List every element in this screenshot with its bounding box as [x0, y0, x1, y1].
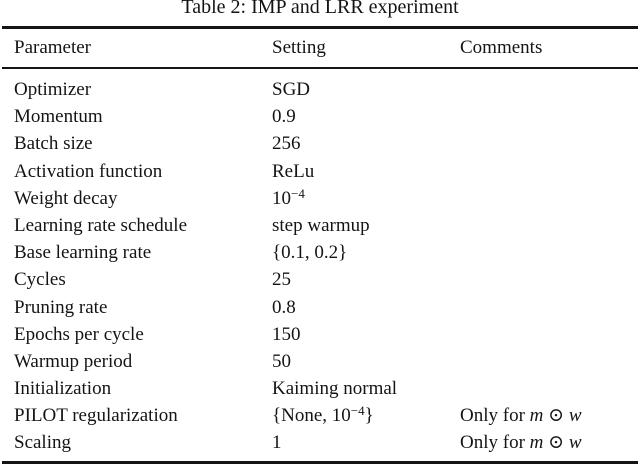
cell-comment — [460, 239, 640, 266]
setting-open: {None, 10 — [272, 405, 351, 427]
cell-setting: step warmup — [272, 214, 370, 236]
cell-comment — [460, 76, 640, 103]
setting-base: 10 — [272, 187, 291, 209]
cell-setting: 0.9 — [272, 106, 296, 128]
cell-setting: 10−4 — [272, 185, 460, 212]
cell-comment — [460, 185, 640, 212]
cell-parameter: Batch size — [14, 133, 93, 155]
table-row: Pruning rate 0.8 — [0, 294, 640, 321]
cell-setting: 0.8 — [272, 296, 296, 318]
cell-comment — [460, 212, 640, 239]
table-body: Optimizer SGD Momentum 0.9 Batch size 25… — [0, 69, 640, 457]
math-var-m: m — [529, 405, 544, 427]
table-row: Base learning rate {0.1, 0.2} — [0, 239, 640, 266]
cell-setting: SGD — [272, 79, 311, 100]
cell-parameter: Scaling — [14, 432, 71, 454]
cell-parameter: Cycles — [14, 269, 66, 291]
odot-operator: ⊙ — [543, 405, 569, 427]
cell-setting: 25 — [272, 269, 291, 291]
table-row: Batch size 256 — [0, 130, 640, 157]
setting-exponent: −4 — [291, 185, 305, 201]
table-row: Weight decay 10−4 — [0, 185, 640, 212]
table-row: Cycles 25 — [0, 266, 640, 293]
cell-setting: 150 — [272, 323, 301, 345]
cell-parameter: Base learning rate — [14, 242, 152, 264]
table-row: Optimizer SGD — [0, 76, 640, 103]
cell-parameter: PILOT regularization — [14, 405, 178, 427]
cell-comment — [460, 294, 640, 321]
cell-parameter: Momentum — [14, 106, 103, 128]
cell-comment — [460, 321, 640, 348]
cell-parameter: Learning rate schedule — [14, 214, 188, 236]
table-header-row: Parameter Setting Comments — [0, 29, 640, 67]
cell-setting: Kaiming normal — [272, 378, 398, 400]
table-row: Warmup period 50 — [0, 348, 640, 375]
table-row: Momentum 0.9 — [0, 103, 640, 130]
cell-parameter: Epochs per cycle — [14, 323, 144, 345]
table-row: Activation function ReLu — [0, 158, 640, 185]
cell-setting: ReLu — [272, 160, 315, 182]
cell-parameter: Warmup period — [14, 350, 133, 372]
table-header-rule — [2, 67, 638, 69]
cell-setting: 1 — [272, 432, 282, 454]
math-var-w: w — [568, 405, 582, 427]
table-row: Initialization Kaiming normal — [0, 375, 640, 402]
math-var-w: w — [568, 432, 582, 454]
cell-parameter: Optimizer — [14, 79, 92, 100]
table-caption: Table 2: IMP and LRR experiment — [181, 0, 459, 18]
cell-parameter: Pruning rate — [14, 296, 108, 318]
odot-operator: ⊙ — [543, 432, 569, 454]
cell-parameter: Initialization — [14, 378, 112, 400]
table-row: Epochs per cycle 150 — [0, 321, 640, 348]
column-header-setting: Setting — [272, 37, 326, 58]
cell-comment — [460, 103, 640, 130]
table-row: Learning rate schedule step warmup — [0, 212, 640, 239]
cell-comment: Only for m ⊙ w — [460, 402, 640, 429]
cell-parameter: Weight decay — [14, 187, 118, 209]
cell-comment — [460, 158, 640, 185]
table-row: PILOT regularization {None, 10−4} Only f… — [0, 402, 640, 429]
cell-comment — [460, 375, 640, 402]
parameters-table: Parameter Setting Comments Optimizer SGD… — [0, 26, 640, 464]
column-header-comments: Comments — [460, 37, 543, 58]
cell-setting: 256 — [272, 133, 301, 155]
table-row: Scaling 1 Only for m ⊙ w — [0, 429, 640, 456]
comment-text: Only for — [460, 432, 530, 454]
cell-setting: {None, 10−4} — [272, 402, 460, 429]
cell-setting: {0.1, 0.2} — [272, 242, 348, 264]
cell-comment — [460, 348, 640, 375]
math-var-m: m — [529, 432, 544, 454]
table-bottom-rule — [2, 460, 638, 464]
comment-text: Only for — [460, 405, 530, 427]
table-top-rule — [2, 26, 638, 29]
setting-exponent: −4 — [350, 403, 365, 419]
setting-close: } — [364, 405, 374, 427]
column-header-parameter: Parameter — [14, 37, 92, 58]
cell-comment: Only for m ⊙ w — [460, 429, 640, 456]
cell-comment — [460, 130, 640, 157]
cell-parameter: Activation function — [14, 160, 163, 182]
cell-setting: 50 — [272, 350, 291, 372]
cell-comment — [460, 266, 640, 293]
